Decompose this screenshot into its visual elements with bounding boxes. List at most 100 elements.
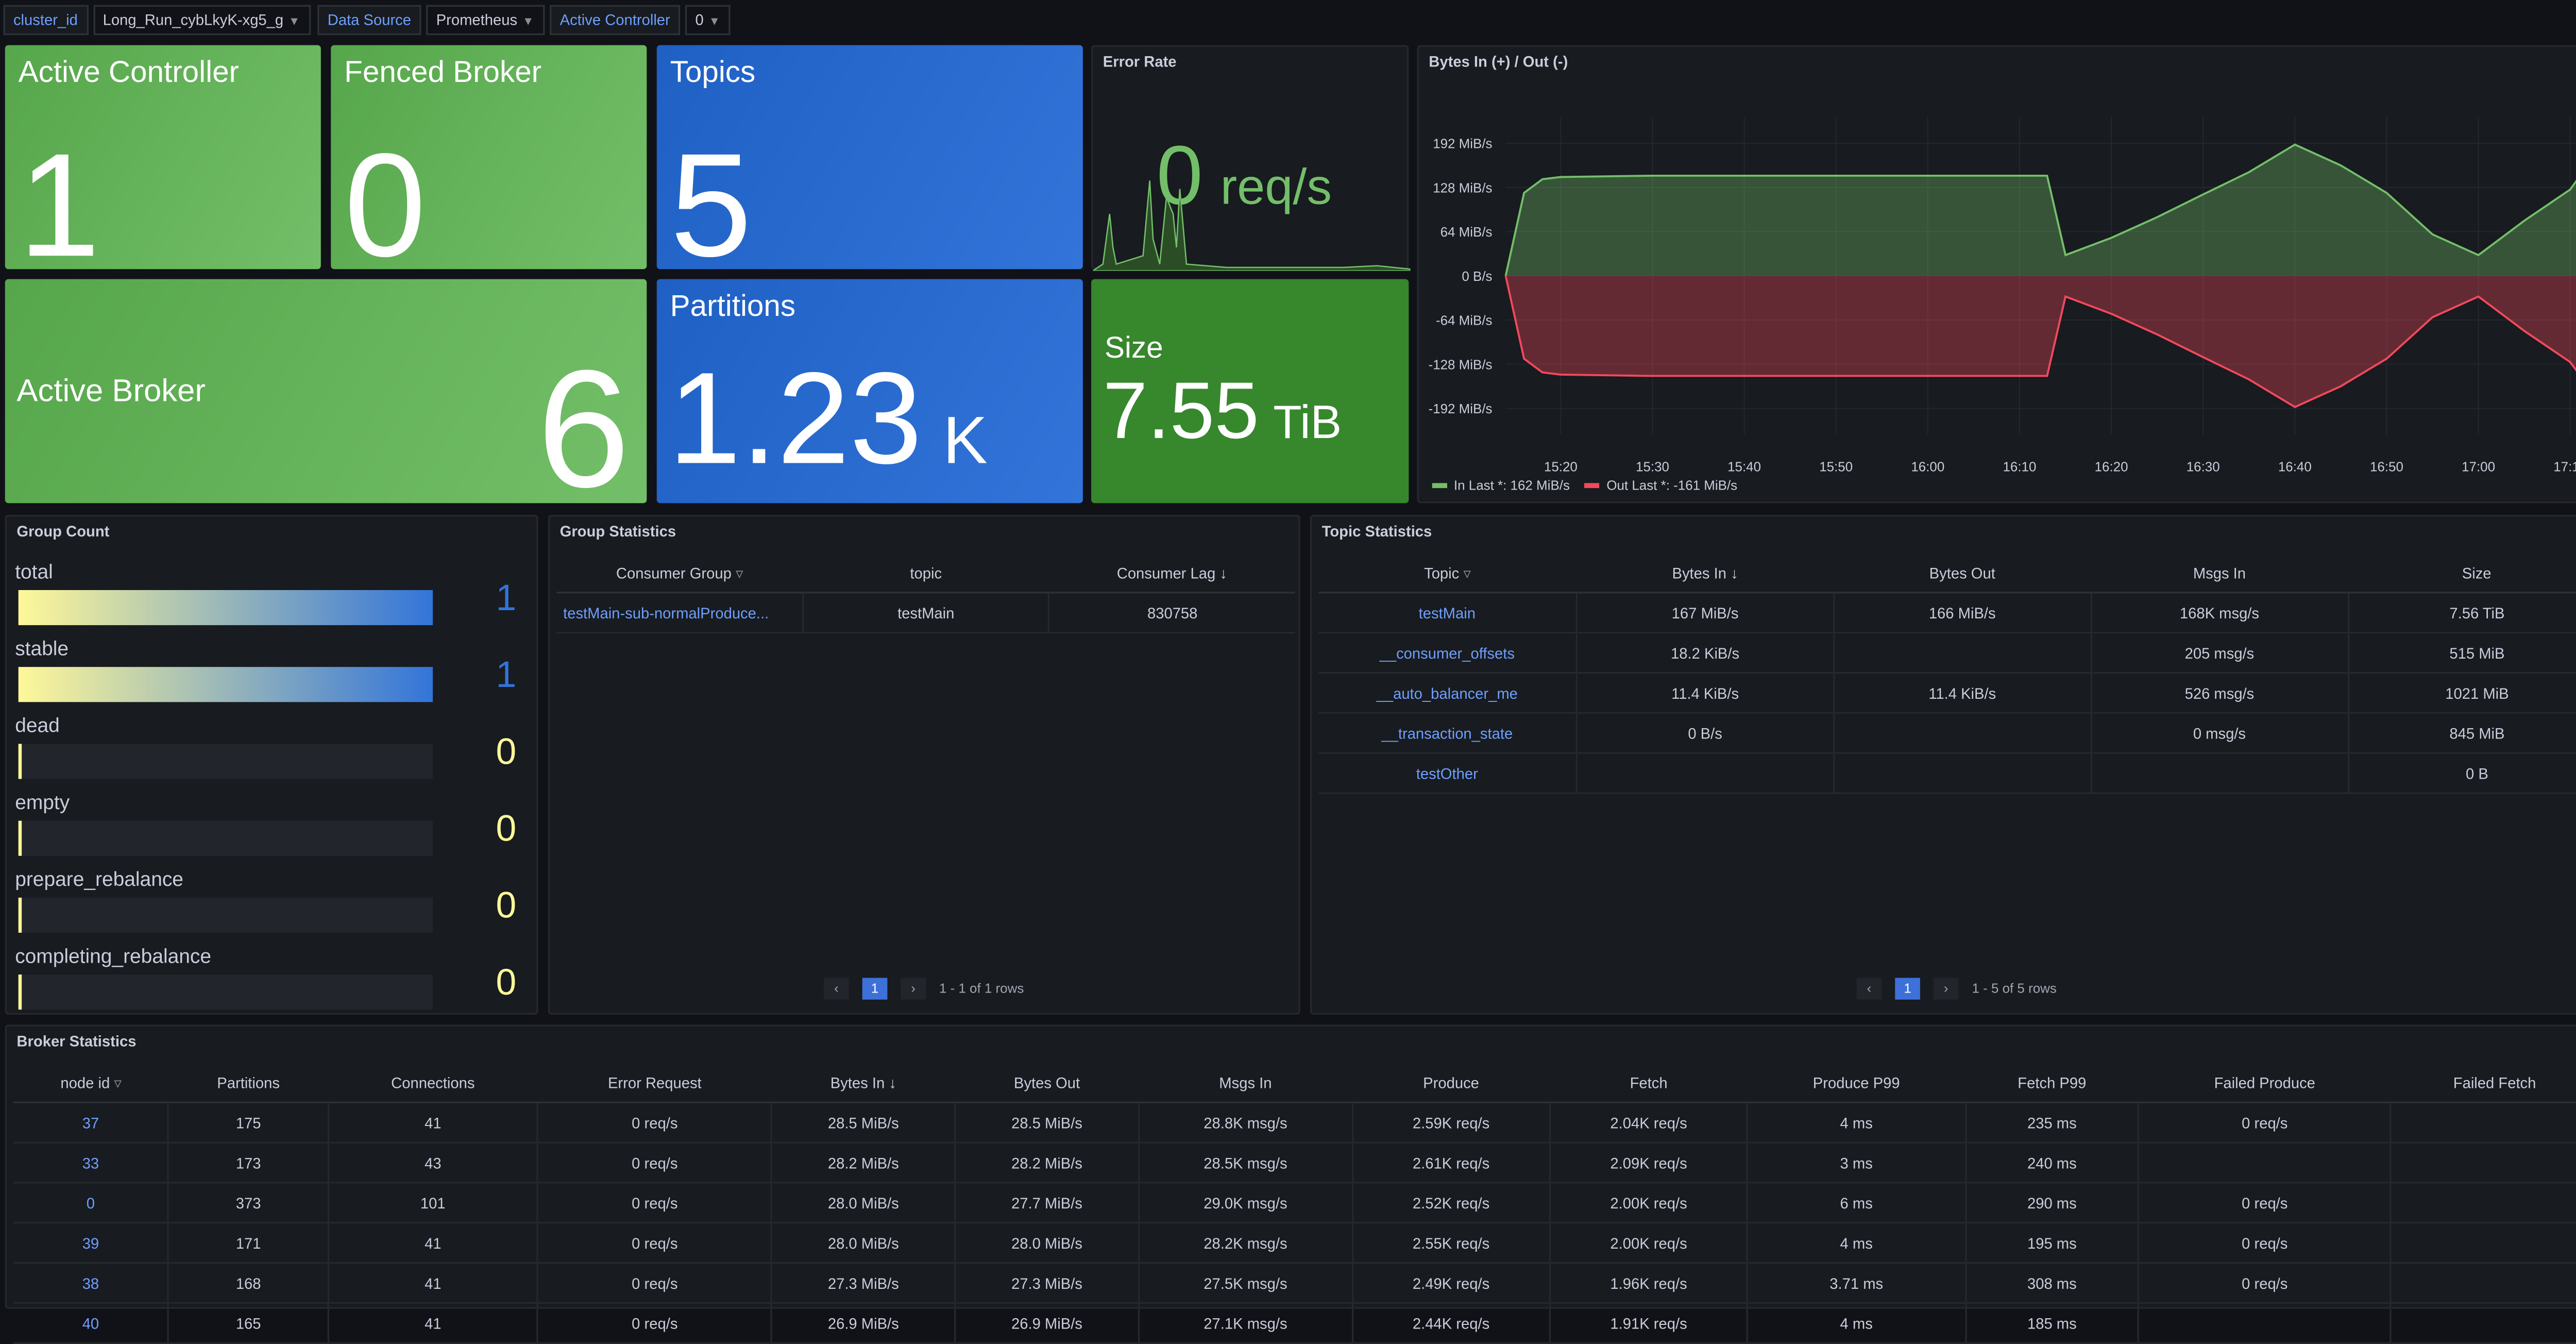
cell: 0 req/s	[537, 1143, 772, 1184]
cell: 28.5 MiB/s	[954, 1102, 1139, 1144]
group-stats-panel[interactable]: Group Statistics Consumer Group ▿ topic …	[548, 515, 1300, 1015]
col-partitions[interactable]: Partitions	[168, 1065, 328, 1103]
node-id-link[interactable]: 38	[13, 1263, 169, 1304]
col-produce-p99[interactable]: Produce P99	[1747, 1065, 1965, 1103]
col-failed-fetch[interactable]: Failed Fetch	[2391, 1065, 2576, 1103]
cell: 515 MiB	[2347, 632, 2576, 674]
cell: 28.5 MiB/s	[771, 1102, 955, 1144]
cell: 28.2 MiB/s	[771, 1143, 955, 1184]
cluster-id-select[interactable]: Long_Run_cybLkyK-xg5_g ▼	[93, 5, 310, 36]
cell: 2.49K req/s	[1351, 1263, 1550, 1304]
node-id-link[interactable]: 37	[13, 1102, 169, 1144]
broker-stats-panel[interactable]: Broker Statistics node id ▿ Partitions Con…	[5, 1024, 2576, 1344]
col-consumer-lag[interactable]: Consumer Lag ↓	[1049, 555, 1295, 594]
stat-unit: K	[943, 404, 988, 478]
cell: 27.3 MiB/s	[954, 1263, 1139, 1304]
group-count-bar	[18, 744, 433, 779]
group-count-bar	[18, 897, 433, 933]
col-produce[interactable]: Produce	[1352, 1065, 1550, 1103]
error-rate-value-group: 0 req/s	[1157, 127, 1332, 224]
col-msgs-in[interactable]: Msgs In	[2091, 555, 2348, 594]
col-bytes-out[interactable]: Bytes Out	[955, 1065, 1139, 1103]
broker-stats-table: node id ▿ Partitions Connections Error Requ…	[13, 1065, 2576, 1344]
stat-size[interactable]: Size 7.55 TiB	[1091, 279, 1409, 503]
col-bytes-in[interactable]: Bytes In ↓	[771, 1065, 955, 1103]
series-area-out	[1505, 276, 2576, 407]
col-error-request[interactable]: Error Request	[537, 1065, 772, 1103]
col-node-id[interactable]: node id ▿	[13, 1065, 169, 1103]
stat-unit: req/s	[1220, 160, 1332, 216]
error-rate-sparkline	[1093, 180, 1411, 271]
col-topic[interactable]: Topic ▿	[1318, 555, 1577, 594]
col-fetch-p99[interactable]: Fetch P99	[1965, 1065, 2139, 1103]
cell	[2389, 1102, 2576, 1144]
node-id-link[interactable]: 40	[13, 1303, 169, 1344]
cell: 6 ms	[1747, 1182, 1965, 1224]
col-connections[interactable]: Connections	[328, 1065, 538, 1103]
group-stats-table: Consumer Group ▿ topic Consumer Lag ↓ te…	[556, 555, 1295, 634]
prev-page-button[interactable]: ‹	[824, 978, 849, 1000]
bytes-chart-panel[interactable]: Bytes In (+) / Out (-) 192 MiB/s 128 MiB/…	[1417, 45, 2576, 503]
stat-partitions[interactable]: Partitions 1.23 K	[656, 279, 1083, 503]
page-1-button[interactable]: 1	[862, 978, 888, 1000]
cell: 0 B	[2347, 753, 2576, 794]
group-count-bar	[18, 590, 433, 626]
cell: 0 req/s	[2138, 1102, 2391, 1144]
cell: 2.04K req/s	[1549, 1102, 1748, 1144]
cell: 101	[327, 1182, 538, 1224]
topic-link[interactable]: __transaction_state	[1318, 713, 1577, 754]
topic-link[interactable]: testOther	[1318, 753, 1577, 794]
filter-icon[interactable]: ▿	[735, 564, 743, 581]
topic-link[interactable]: testMain	[1318, 592, 1577, 634]
topic-link[interactable]: __auto_balancer_me	[1318, 673, 1577, 714]
node-id-link[interactable]: 0	[13, 1182, 169, 1224]
col-bytes-in[interactable]: Bytes In ↓	[1577, 555, 1834, 594]
cell: 0 req/s	[537, 1102, 772, 1144]
filter-icon[interactable]: ▿	[1463, 564, 1471, 581]
var-label: Data Source	[317, 5, 421, 36]
next-page-button[interactable]: ›	[1933, 978, 1959, 1000]
y-tick-label: 128 MiB/s	[1433, 181, 1492, 195]
cell: 845 MiB	[2347, 713, 2576, 754]
col-msgs-in[interactable]: Msgs In	[1139, 1065, 1352, 1103]
cell: 0 req/s	[537, 1303, 772, 1344]
cell: 28.0 MiB/s	[954, 1222, 1139, 1264]
table-row: 0 373 101 0 req/s 28.0 MiB/s 27.7 MiB/s 29.0K …	[13, 1182, 2576, 1224]
cell	[2389, 1143, 2576, 1184]
legend-out[interactable]: Out Last *: -161 MiB/s	[1606, 478, 1738, 493]
col-failed-produce[interactable]: Failed Produce	[2139, 1065, 2391, 1103]
prev-page-button[interactable]: ‹	[1856, 978, 1882, 1000]
active-controller-select[interactable]: 0 ▼	[685, 5, 731, 36]
next-page-button[interactable]: ›	[901, 978, 926, 1000]
group-count-value: 0	[496, 730, 517, 772]
filter-icon[interactable]: ▿	[110, 1074, 122, 1091]
pagination: ‹ 1 › 1 - 1 of 1 rows	[824, 978, 1024, 1000]
col-fetch[interactable]: Fetch	[1550, 1065, 1748, 1103]
x-tick-label: 16:20	[2095, 460, 2128, 475]
x-tick-label: 15:20	[1544, 460, 1578, 475]
error-rate-panel[interactable]: Error Rate 0 req/s	[1091, 45, 1411, 271]
node-id-link[interactable]: 39	[13, 1222, 169, 1264]
topic-link[interactable]: __consumer_offsets	[1318, 632, 1577, 674]
cell: 11.4 KiB/s	[1575, 673, 1834, 714]
topic-stats-panel[interactable]: Topic Statistics ⋮ Topic ▿ Bytes In ↓ By…	[1310, 515, 2576, 1015]
datasource-select[interactable]: Prometheus ▼	[426, 5, 544, 36]
consumer-group-link[interactable]: testMain-sub-normalProduce...	[556, 592, 803, 634]
stat-fenced-broker[interactable]: Fenced Broker 0	[331, 45, 647, 270]
stat-active-broker[interactable]: Active Broker 6	[5, 279, 647, 503]
cell: 41	[327, 1102, 538, 1144]
group-count-panel[interactable]: Group Count total 1 stable 1 dead 0 empty 0 prep…	[5, 515, 538, 1015]
page-1-button[interactable]: 1	[1895, 978, 1920, 1000]
node-id-link[interactable]: 33	[13, 1143, 169, 1184]
stat-topics[interactable]: Topics 5	[656, 45, 1083, 270]
stat-active-controller[interactable]: Active Controller 1	[5, 45, 321, 270]
col-size[interactable]: Size	[2348, 555, 2576, 594]
cell: 1021 MiB	[2347, 673, 2576, 714]
group-count-row: prepare_rebalance 0	[15, 867, 533, 941]
legend-in[interactable]: In Last *: 162 MiB/s	[1453, 478, 1570, 493]
group-count-value: 0	[496, 807, 517, 849]
col-topic[interactable]: topic	[803, 555, 1049, 594]
var-active-controller: Active Controller 0 ▼	[550, 5, 731, 36]
col-bytes-out[interactable]: Bytes Out	[1834, 555, 2091, 594]
col-consumer-group[interactable]: Consumer Group ▿	[556, 555, 803, 594]
